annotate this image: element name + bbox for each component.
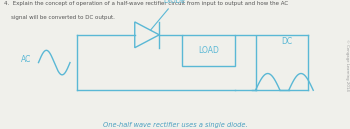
Bar <box>182 35 234 66</box>
Text: DIODE: DIODE <box>150 0 186 30</box>
Text: 4.  Explain the concept of operation of a half-wave rectifier circuit from input: 4. Explain the concept of operation of a… <box>4 1 288 6</box>
Text: signal will be converted to DC output.: signal will be converted to DC output. <box>4 15 114 21</box>
Text: DC: DC <box>281 37 292 46</box>
Text: LOAD: LOAD <box>198 46 219 55</box>
Text: One-half wave rectifier uses a single diode.: One-half wave rectifier uses a single di… <box>103 122 247 128</box>
Text: © Cengage Learning 2014: © Cengage Learning 2014 <box>345 39 349 90</box>
Text: AC: AC <box>21 55 32 64</box>
